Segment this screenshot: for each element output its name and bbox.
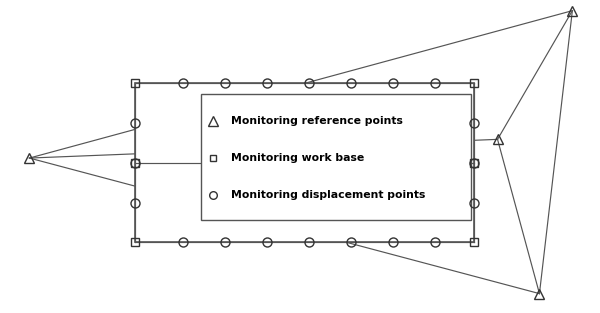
Text: Monitoring displacement points: Monitoring displacement points	[231, 190, 425, 200]
Text: Monitoring work base: Monitoring work base	[231, 153, 364, 163]
Text: Monitoring reference points: Monitoring reference points	[231, 116, 403, 126]
FancyBboxPatch shape	[136, 83, 473, 242]
FancyBboxPatch shape	[201, 94, 470, 220]
